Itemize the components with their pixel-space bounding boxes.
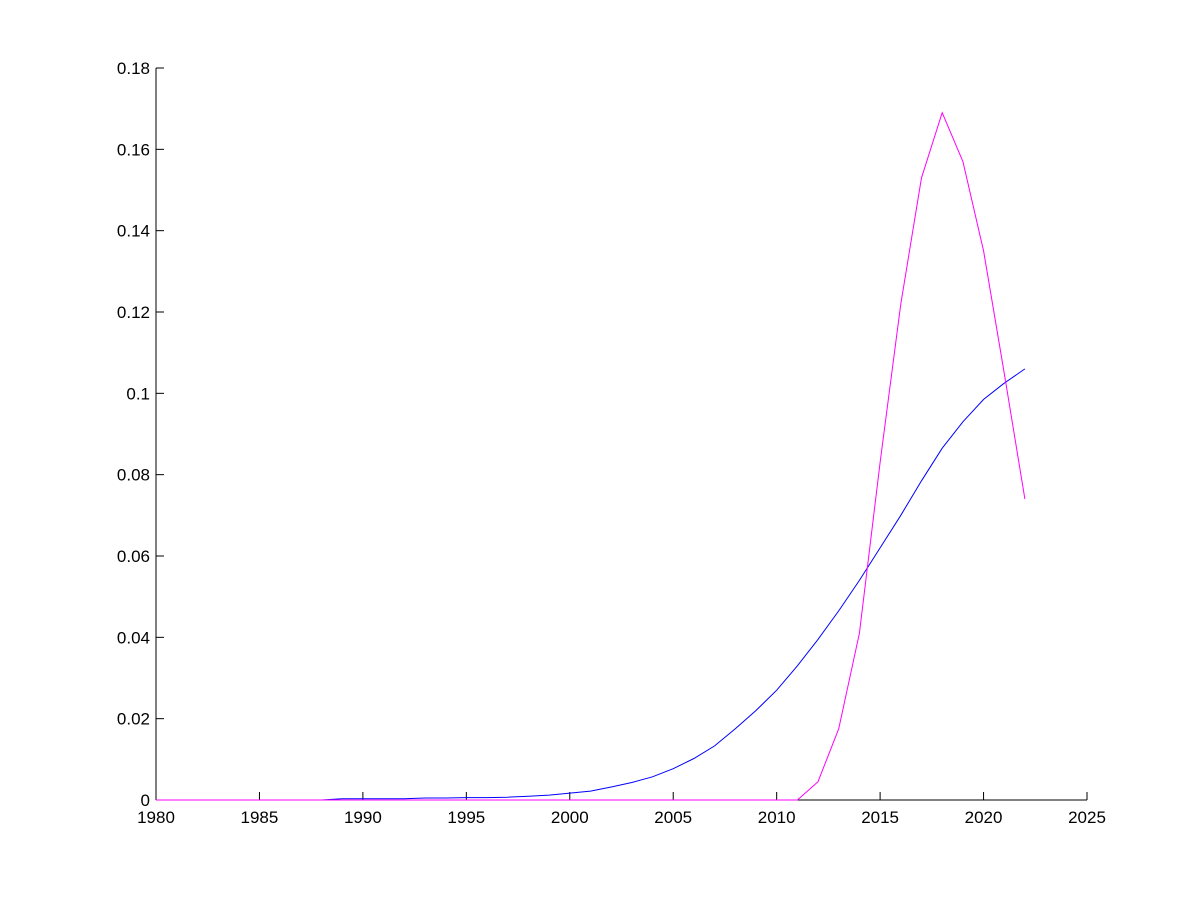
y-tick-label: 0.04 [117,628,150,647]
series-group [156,111,1026,801]
series-line-2 [156,111,1026,801]
y-tick-label: 0.1 [126,384,150,403]
y-tick-label: 0.02 [117,710,150,729]
x-tick-label: 2015 [861,808,899,827]
x-tick-label: 2005 [654,808,692,827]
series-line-1 [156,368,1026,801]
x-tick-label: 2025 [1068,808,1106,827]
x-tick-label: 2000 [551,808,589,827]
y-tick-label: 0 [141,791,150,810]
y-tick-label: 0.06 [117,547,150,566]
y-tick-label: 0.12 [117,303,150,322]
x-tick-label: 1985 [241,808,279,827]
x-tick-label: 2020 [965,808,1003,827]
y-tick-label: 0.08 [117,466,150,485]
x-tick-label: 1990 [344,808,382,827]
y-tick-label: 0.18 [117,59,150,78]
axes: 1980 1985 1990 1995 2000 2005 2010 2015 2020 2025… [117,59,1106,827]
x-tick-label: 1995 [447,808,485,827]
y-tick-label: 0.16 [117,140,150,159]
y-tick-label: 0.14 [117,222,150,241]
x-tick-label: 1980 [137,808,175,827]
x-tick-label: 2010 [758,808,796,827]
